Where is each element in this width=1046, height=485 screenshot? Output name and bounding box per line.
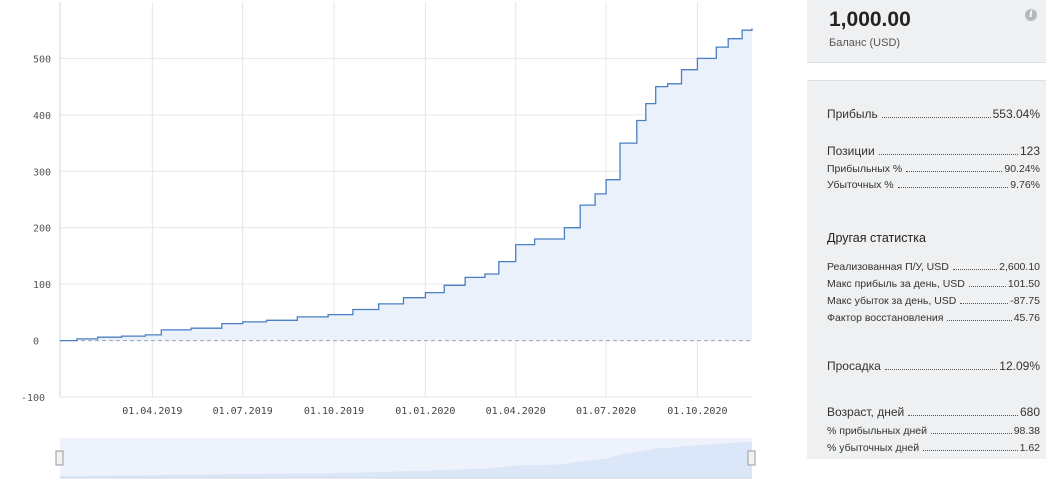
stat-realized: Реализованная П/У, USD 2,600.10 <box>827 261 1040 273</box>
stat-label: Прибыльных % <box>827 163 903 175</box>
stat-value: 680 <box>1019 405 1040 419</box>
stat-positions: Позиции 123 <box>827 144 1040 158</box>
stat-recovery-factor: Фактор восстановления 45.76 <box>827 312 1040 324</box>
leader-dots <box>968 286 1006 287</box>
balance-label: Баланс (USD) <box>829 37 901 49</box>
x-tick-label: 01.10.2019 <box>304 406 364 417</box>
y-tick-label: 300 <box>33 167 51 178</box>
equity-line <box>60 28 753 342</box>
stat-value: 90.24% <box>1004 163 1040 175</box>
x-tick-label: 01.04.2020 <box>486 406 546 417</box>
x-tick-label: 01.07.2020 <box>576 406 636 417</box>
y-tick-label: 200 <box>33 224 51 235</box>
y-tick-label: 100 <box>33 280 51 291</box>
stat-label: Убыточных % <box>827 179 894 191</box>
leader-dots <box>884 369 998 370</box>
x-tick-label: 01.10.2020 <box>667 406 727 417</box>
stat-label: Макс прибыль за день, USD <box>827 278 965 290</box>
leader-dots <box>881 117 991 118</box>
y-tick-label: -100 <box>21 393 45 404</box>
leader-dots <box>960 303 1009 304</box>
stat-label: Прибыль <box>827 107 878 121</box>
stat-value: 553.04% <box>992 107 1040 121</box>
x-tick-label: 01.07.2019 <box>213 406 273 417</box>
stat-label: % убыточных дней <box>827 442 920 454</box>
stat-age-days: Возраст, дней 680 <box>827 405 1040 419</box>
x-tick-label: 01.04.2019 <box>122 406 182 417</box>
stat-profitable-days: % прибыльных дней 98.38 <box>827 425 1040 437</box>
equity-chart: 500 400 300 200 100 0 -100 01.04.2019 01.07.2019… <box>21 2 756 479</box>
stat-label: Позиции <box>827 144 875 158</box>
stat-max-profit-day: Макс прибыль за день, USD 101.50 <box>827 278 1040 290</box>
stats-card: Прибыль 553.04% Позиции 123 Прибыльных % 90… <box>807 80 1046 459</box>
leader-dots <box>897 187 1009 188</box>
leader-dots <box>930 433 1012 434</box>
stat-label: Макс убыток за день, USD <box>827 295 957 307</box>
stat-value: 9.76% <box>1010 179 1040 191</box>
y-tick-label: 0 <box>33 337 39 348</box>
navigator-area <box>60 442 752 478</box>
equity-area <box>60 28 752 341</box>
stat-profit: Прибыль 553.04% <box>827 107 1040 121</box>
y-tick-label: 500 <box>33 54 51 65</box>
navigator-left-handle[interactable] <box>55 450 64 466</box>
stat-max-loss-day: Макс убыток за день, USD -87.75 <box>827 295 1040 307</box>
stat-label: % прибыльных дней <box>827 425 927 437</box>
leader-dots <box>923 450 1018 451</box>
balance-card: 1,000.00 Баланс (USD) i <box>807 0 1046 63</box>
stat-profitable-pct: Прибыльных % 90.24% <box>827 163 1040 175</box>
leader-dots <box>947 320 1012 321</box>
stat-value: 2,600.10 <box>999 261 1040 273</box>
stat-label: Просадка <box>827 359 881 373</box>
leader-dots <box>952 269 998 270</box>
navigator-right-handle[interactable] <box>747 450 756 466</box>
stat-value: 1.62 <box>1019 442 1040 454</box>
stat-label: Возраст, дней <box>827 405 905 419</box>
stat-value: 45.76 <box>1013 312 1040 324</box>
x-tick-label: 01.01.2020 <box>395 406 455 417</box>
stat-value: 123 <box>1019 144 1040 158</box>
stat-losing-days: % убыточных дней 1.62 <box>827 442 1040 454</box>
stat-drawdown: Просадка 12.09% <box>827 359 1040 373</box>
leader-dots <box>906 171 1003 172</box>
stat-value: 101.50 <box>1007 278 1040 290</box>
leader-dots <box>908 415 1018 416</box>
stat-value: 98.38 <box>1013 425 1040 437</box>
balance-value: 1,000.00 <box>829 8 911 31</box>
stat-losing-pct: Убыточных % 9.76% <box>827 179 1040 191</box>
stat-value: 12.09% <box>999 359 1040 373</box>
y-tick-label: 400 <box>33 111 51 122</box>
other-stats-heading: Другая статистка <box>827 231 926 245</box>
leader-dots <box>878 154 1018 155</box>
stat-label: Фактор восстановления <box>827 312 944 324</box>
stat-value: -87.75 <box>1010 295 1040 307</box>
stat-label: Реализованная П/У, USD <box>827 261 949 273</box>
info-icon[interactable]: i <box>1025 9 1037 21</box>
chart-svg: 500 400 300 200 100 0 -100 01.04.2019 01.07.2019… <box>21 2 756 479</box>
